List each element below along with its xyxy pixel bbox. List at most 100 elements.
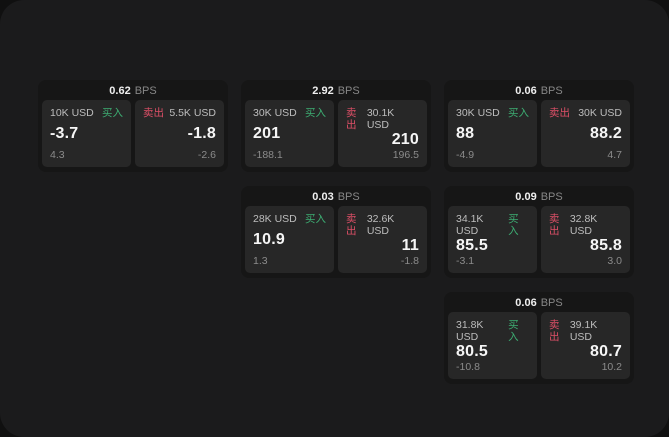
sell-delta: 4.7 bbox=[607, 149, 622, 161]
buy-side-label: 买入 bbox=[102, 107, 123, 119]
sell-top-row: 卖出 32.6K USD bbox=[346, 213, 419, 237]
buy-amount: 10K USD bbox=[50, 107, 94, 119]
buy-top-row: 34.1K USD 买入 bbox=[456, 213, 529, 237]
quote-card: 0.06 BPS 31.8K USD 买入 80.5 -10.8 卖出 39.1… bbox=[444, 292, 634, 384]
sell-side-label: 卖出 bbox=[346, 107, 357, 131]
bps-header: 0.03 BPS bbox=[245, 189, 427, 206]
sell-quote-button[interactable]: 卖出 5.5K USD -1.8 -2.6 bbox=[135, 100, 224, 167]
bps-unit: BPS bbox=[337, 191, 360, 203]
buy-amount: 28K USD bbox=[253, 213, 297, 225]
bps-header: 0.06 BPS bbox=[448, 83, 630, 100]
sell-quote-button[interactable]: 卖出 30.1K USD 210 196.5 bbox=[338, 100, 427, 167]
sell-side-label: 卖出 bbox=[346, 213, 357, 237]
bps-unit: BPS bbox=[134, 85, 157, 97]
sell-price: 11 bbox=[401, 237, 419, 254]
buy-delta: -3.1 bbox=[456, 255, 475, 267]
sell-top-row: 卖出 32.8K USD bbox=[549, 213, 622, 237]
buy-top-row: 10K USD 买入 bbox=[50, 107, 123, 119]
buy-delta: -4.9 bbox=[456, 149, 475, 161]
buy-amount: 30K USD bbox=[253, 107, 297, 119]
bps-header: 0.06 BPS bbox=[448, 295, 630, 312]
sell-quote-button[interactable]: 卖出 39.1K USD 80.7 10.2 bbox=[541, 312, 630, 379]
buy-amount: 34.1K USD bbox=[456, 213, 484, 237]
quote-card-body: 10K USD 买入 -3.7 4.3 卖出 5.5K USD -1.8 -2.… bbox=[42, 100, 224, 167]
buy-delta: 4.3 bbox=[50, 149, 65, 161]
sell-price: 88.2 bbox=[590, 125, 622, 142]
bps-header: 0.62 BPS bbox=[42, 83, 224, 100]
sell-delta: 3.0 bbox=[607, 255, 622, 267]
buy-price: -3.7 bbox=[50, 125, 79, 142]
buy-quote-button[interactable]: 30K USD 买入 88 -4.9 bbox=[448, 100, 537, 167]
sell-delta: -2.6 bbox=[197, 149, 216, 161]
buy-price: 80.5 bbox=[456, 343, 488, 360]
buy-quote-button[interactable]: 31.8K USD 买入 80.5 -10.8 bbox=[448, 312, 537, 379]
bps-header: 0.09 BPS bbox=[448, 189, 630, 206]
quote-card: 0.06 BPS 30K USD 买入 88 -4.9 卖出 30K USD 8… bbox=[444, 80, 634, 172]
quote-card: 0.62 BPS 10K USD 买入 -3.7 4.3 卖出 5.5K USD… bbox=[38, 80, 228, 172]
sell-price: -1.8 bbox=[187, 125, 216, 142]
sell-top-row: 卖出 5.5K USD bbox=[143, 107, 216, 119]
bps-value: 0.03 bbox=[312, 191, 334, 203]
bps-unit: BPS bbox=[540, 85, 563, 97]
cards-grid: 0.62 BPS 10K USD 买入 -3.7 4.3 卖出 5.5K USD… bbox=[38, 80, 634, 384]
buy-top-row: 28K USD 买入 bbox=[253, 213, 326, 225]
sell-delta: 196.5 bbox=[392, 149, 419, 161]
buy-top-row: 30K USD 买入 bbox=[456, 107, 529, 119]
sell-side-label: 卖出 bbox=[549, 319, 560, 343]
buy-quote-button[interactable]: 30K USD 买入 201 -188.1 bbox=[245, 100, 334, 167]
sell-amount: 30K USD bbox=[578, 107, 622, 119]
buy-delta: -10.8 bbox=[456, 361, 480, 373]
sell-side-label: 卖出 bbox=[549, 213, 560, 237]
buy-top-row: 30K USD 买入 bbox=[253, 107, 326, 119]
quote-card-body: 30K USD 买入 88 -4.9 卖出 30K USD 88.2 4.7 bbox=[448, 100, 630, 167]
buy-side-label: 买入 bbox=[305, 213, 326, 225]
quote-card: 2.92 BPS 30K USD 买入 201 -188.1 卖出 30.1K … bbox=[241, 80, 431, 172]
buy-delta: 1.3 bbox=[253, 255, 268, 267]
buy-quote-button[interactable]: 34.1K USD 买入 85.5 -3.1 bbox=[448, 206, 537, 273]
bps-header: 2.92 BPS bbox=[245, 83, 427, 100]
sell-side-label: 卖出 bbox=[143, 107, 164, 119]
sell-quote-button[interactable]: 卖出 32.6K USD 11 -1.8 bbox=[338, 206, 427, 273]
sell-quote-button[interactable]: 卖出 30K USD 88.2 4.7 bbox=[541, 100, 630, 167]
buy-amount: 31.8K USD bbox=[456, 319, 484, 343]
bps-value: 0.09 bbox=[515, 191, 537, 203]
quote-card: 0.09 BPS 34.1K USD 买入 85.5 -3.1 卖出 32.8K… bbox=[444, 186, 634, 278]
quote-card: 0.03 BPS 28K USD 买入 10.9 1.3 卖出 32.6K US… bbox=[241, 186, 431, 278]
buy-quote-button[interactable]: 28K USD 买入 10.9 1.3 bbox=[245, 206, 334, 273]
bps-value: 0.62 bbox=[109, 85, 131, 97]
buy-side-label: 买入 bbox=[508, 107, 529, 119]
buy-price: 201 bbox=[253, 125, 281, 142]
sell-delta: -1.8 bbox=[400, 255, 419, 267]
buy-side-label: 买入 bbox=[508, 319, 519, 343]
quote-card-body: 34.1K USD 买入 85.5 -3.1 卖出 32.8K USD 85.8… bbox=[448, 206, 630, 273]
buy-delta: -188.1 bbox=[253, 149, 283, 161]
bps-value: 0.06 bbox=[515, 85, 537, 97]
buy-price: 85.5 bbox=[456, 237, 488, 254]
buy-price: 10.9 bbox=[253, 231, 285, 248]
buy-quote-button[interactable]: 10K USD 买入 -3.7 4.3 bbox=[42, 100, 131, 167]
sell-price: 80.7 bbox=[590, 343, 622, 360]
sell-amount: 32.6K USD bbox=[366, 213, 395, 237]
sell-amount: 32.8K USD bbox=[569, 213, 598, 237]
quote-card-body: 28K USD 买入 10.9 1.3 卖出 32.6K USD 11 -1.8 bbox=[245, 206, 427, 273]
bps-value: 2.92 bbox=[312, 85, 334, 97]
buy-side-label: 买入 bbox=[305, 107, 326, 119]
sell-quote-button[interactable]: 卖出 32.8K USD 85.8 3.0 bbox=[541, 206, 630, 273]
sell-top-row: 卖出 30.1K USD bbox=[346, 107, 419, 131]
buy-price: 88 bbox=[456, 125, 475, 142]
sell-delta: 10.2 bbox=[601, 361, 622, 373]
quote-card-body: 30K USD 买入 201 -188.1 卖出 30.1K USD 210 1… bbox=[245, 100, 427, 167]
quote-card-body: 31.8K USD 买入 80.5 -10.8 卖出 39.1K USD 80.… bbox=[448, 312, 630, 379]
sell-amount: 30.1K USD bbox=[366, 107, 395, 131]
bps-unit: BPS bbox=[540, 191, 563, 203]
sell-top-row: 卖出 30K USD bbox=[549, 107, 622, 119]
sell-top-row: 卖出 39.1K USD bbox=[549, 319, 622, 343]
sell-amount: 5.5K USD bbox=[169, 107, 216, 119]
bps-value: 0.06 bbox=[515, 297, 537, 309]
buy-side-label: 买入 bbox=[508, 213, 519, 237]
bps-unit: BPS bbox=[540, 297, 563, 309]
sell-amount: 39.1K USD bbox=[569, 319, 598, 343]
sell-side-label: 卖出 bbox=[549, 107, 570, 119]
